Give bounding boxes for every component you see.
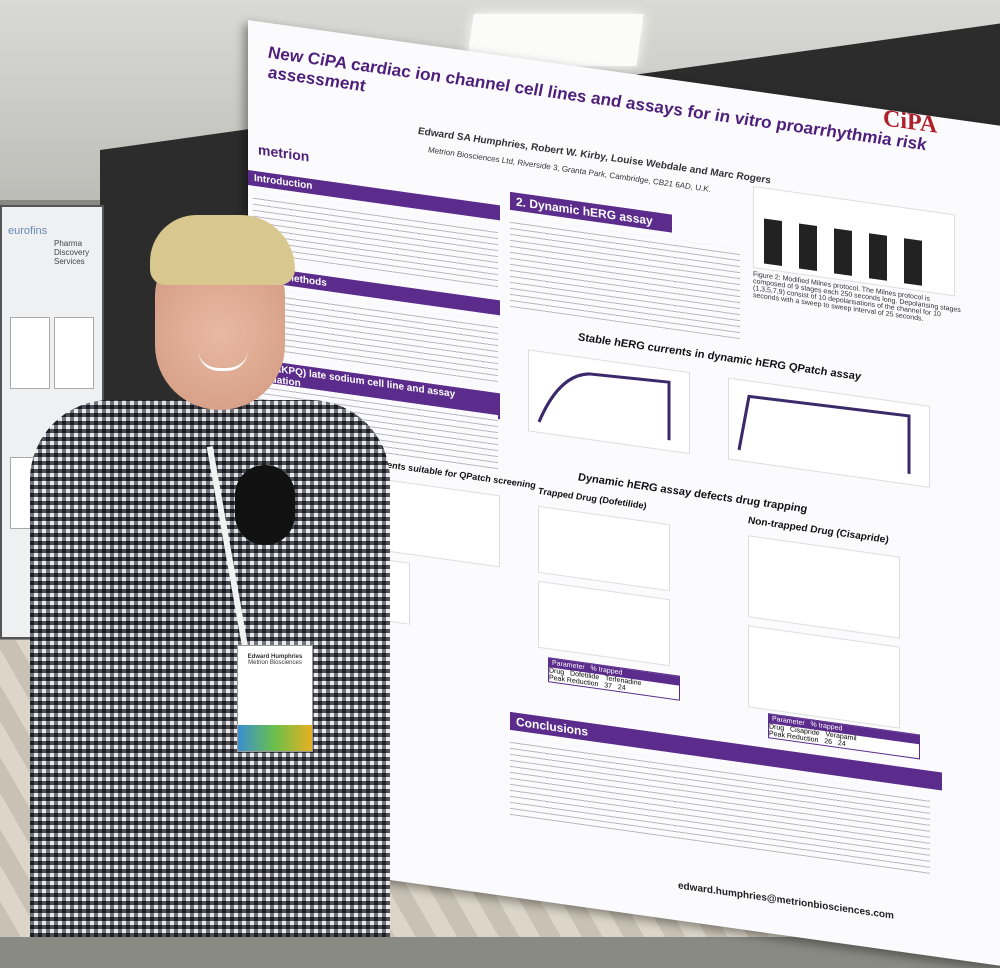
stable-trace-b-svg [737, 394, 911, 475]
smile [198, 350, 248, 371]
contact-email: edward.humphries@metrionbiosciences.com [678, 880, 894, 922]
milnes-protocol-chart [753, 185, 955, 297]
nontrapped-chart-i [748, 535, 900, 639]
trapped-chart-ii [538, 580, 670, 667]
badge-name: Edward Humphries [247, 654, 303, 660]
main-poster: New CiPA cardiac ion channel cell lines … [248, 20, 1000, 968]
badge-stripe [238, 725, 312, 751]
dynamic-herg-text [510, 216, 740, 340]
left-poster-header: Pharma Discovery Services [54, 239, 90, 266]
badge-org: Metrion Biosciences [248, 660, 302, 666]
trapping-subhead: Dynamic hERG assay defects drug trapping [578, 471, 808, 516]
milnes-bar [834, 228, 852, 276]
trace-line [737, 394, 911, 475]
stable-chart-b [728, 377, 930, 488]
left-chart-2 [54, 317, 94, 389]
eurofins-logo: eurofins [8, 225, 48, 237]
shirt-pattern [30, 400, 390, 937]
milnes-bar [764, 218, 782, 267]
blond-hair [150, 215, 295, 285]
trace-line [537, 372, 671, 441]
trapped-chart-i [538, 505, 670, 592]
presenter: Edward Humphries Metrion Biosciences [30, 215, 390, 937]
milnes-bar [904, 238, 922, 286]
milnes-bar [799, 223, 817, 271]
stable-trace-a-svg [537, 372, 671, 441]
metrion-logo: metrion [258, 141, 310, 165]
name-badge: Edward Humphries Metrion Biosciences [237, 645, 313, 752]
milnes-bars-svg [764, 218, 922, 286]
left-chart-1 [10, 317, 50, 389]
milnes-bar [869, 233, 887, 281]
stable-chart-a [528, 349, 690, 455]
sunglasses [235, 465, 295, 545]
